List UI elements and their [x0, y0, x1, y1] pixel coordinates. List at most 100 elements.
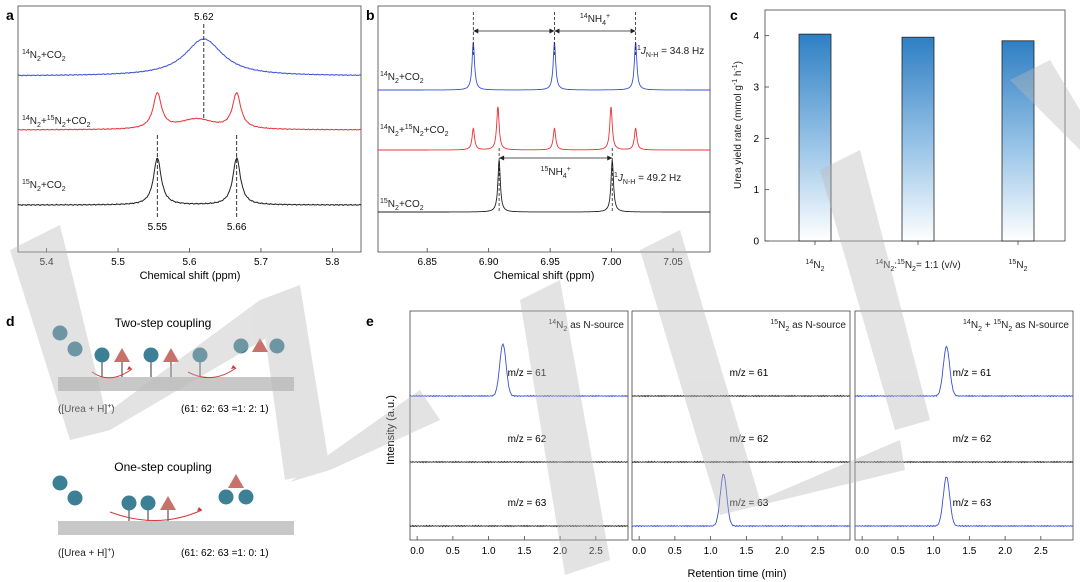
n-atom-circle [52, 325, 68, 341]
catalyst-surface-2 [58, 521, 294, 535]
j-arrow-15-head-r [607, 155, 613, 161]
j-arrow-14a-head-r [549, 28, 555, 34]
watermark-stroke-0 [10, 225, 110, 440]
ticklabel-e-1-1: 0.5 [668, 546, 682, 557]
ticklabel-e-2-0: 0.0 [855, 546, 869, 557]
one-step-title: One-step coupling [114, 460, 211, 474]
carbon-triangle [160, 496, 176, 510]
nmr-trace-a-1 [17, 91, 362, 131]
ticklabel-e-0-1: 0.5 [446, 546, 460, 557]
two-step-arrowhead-1 [127, 366, 132, 370]
series-label-a-0: 14N2+CO2 [22, 49, 66, 63]
panel-e-plot: 14N2 as N-source m/z = 61 m/z = 62 m/z = 63… [409, 310, 1074, 557]
ticklabel-e-2-2: 1.0 [927, 546, 941, 557]
nh4-15-label: 15NH4+ [541, 166, 571, 180]
ticklabel-a-3: 5.7 [254, 257, 268, 268]
nmr-trace-a-0 [17, 38, 362, 77]
ticklabel-b-0: 6.85 [417, 257, 437, 268]
n-atom-circle [52, 475, 68, 491]
ticklabel-b-2: 6.95 [540, 257, 560, 268]
panel-b-plot: 14N2+CO2 14N2+15N2+CO2 15N2+CO2 6.85 6.90 6.9… [378, 12, 710, 268]
mz-label-1-1: m/z = 62 [730, 434, 769, 445]
n-atom-circle [269, 338, 285, 354]
ms-trace-2-1 [854, 460, 1074, 464]
n-atom-circle [233, 338, 249, 354]
ticklabel-e-0-3: 1.5 [517, 546, 531, 557]
panel-b-xlabel: Chemical shift (ppm) [494, 270, 595, 282]
ticklabel-e-0-4: 2.0 [553, 546, 567, 557]
watermark-stroke-4 [520, 280, 610, 575]
peak-annotation-a-2: 5.66 [227, 222, 247, 233]
ms-trace-0-1 [409, 460, 628, 464]
panel-d: d Two-step coupling ([Urea + H]+) (61: 62:… [6, 313, 294, 559]
ticklabel-e-1-2: 1.0 [704, 546, 718, 557]
mz-label-2-0: m/z = 61 [953, 368, 992, 379]
watermark-stroke-5 [640, 230, 760, 515]
watermark-stroke-1 [70, 300, 280, 440]
catalyst-surface-1 [58, 377, 294, 391]
ticklabel-e-1-3: 1.5 [739, 546, 753, 557]
ticklabel-b-1: 6.90 [479, 257, 499, 268]
ion-label-two-step: ([Urea + H]+) [58, 403, 115, 415]
one-step-arrow [109, 509, 203, 521]
ticklabel-e-1-4: 2.0 [775, 546, 789, 557]
one-step-arrowhead [197, 507, 202, 511]
ticklabel-e-2-1: 0.5 [891, 546, 905, 557]
ms-trace-1-1 [631, 460, 851, 464]
two-step-title: Two-step coupling [115, 316, 212, 330]
panel-c-plot: 14N2 14N2:15N2= 1:1 (v/v) 15N2 0 1 2 3 4 Urea yi… [732, 31, 1035, 273]
n-atom-circle [140, 495, 156, 511]
panel-label-a: a [6, 7, 14, 23]
two-step-arrow-2 [187, 367, 237, 379]
bar-1 [901, 36, 935, 242]
n-atom-circle [121, 495, 137, 511]
mz-label-1-2: m/z = 63 [730, 498, 769, 509]
series-label-b-2: 15N2+CO2 [380, 198, 424, 212]
carbon-triangle [114, 348, 130, 362]
panel-e-title-2: 14N2 + 15N2 as N-source [963, 319, 1069, 333]
mz-label-0-2: m/z = 63 [508, 498, 547, 509]
panel-e: e 14N2 as N-source m/z = 61 m/z = 62 m/z = … [366, 310, 1074, 580]
panel-d-diagram: Two-step coupling ([Urea + H]+) (61: 62: 6… [52, 316, 294, 559]
ms-trace-1-2 [631, 473, 851, 528]
panel-e-ylabel: Intensity (a.u.) [385, 395, 397, 465]
nmr-trace-b-2 [378, 159, 710, 213]
ms-trace-2-0 [854, 345, 1074, 398]
ms-trace-0-2 [409, 524, 629, 528]
n-atom-circle [94, 347, 110, 363]
mz-label-2-1: m/z = 62 [953, 434, 992, 445]
yticklabel-c-2: 2 [753, 134, 759, 145]
two-step-arrowhead-2 [231, 365, 236, 369]
panel-e-frame-2 [854, 310, 1074, 541]
ticklabel-a-1: 5.5 [111, 257, 125, 268]
n-atom-circle [67, 490, 83, 506]
n-atom-circle [218, 489, 234, 505]
watermark-stroke-2 [260, 285, 330, 480]
panel-b-frame [377, 5, 711, 253]
n-atom-circle [67, 341, 83, 357]
ticklabel-e-2-5: 2.5 [1034, 546, 1048, 557]
panel-b: b 14N2+CO2 14N2+15N2+CO2 15N2+CO2 6.85 6.90 6… [366, 5, 711, 282]
two-step-ratio: (61: 62: 63 =1: 2: 1) [181, 404, 269, 415]
panel-e-frame-0 [409, 310, 629, 541]
ticklabel-b-3: 7.00 [602, 257, 622, 268]
yticklabel-c-4: 4 [753, 31, 759, 42]
watermark-stroke-8 [1010, 60, 1080, 150]
panel-a-plot: 14N2+CO2 14N2+15N2+CO2 15N2+CO2 5.4 5.5 5.6 5.… [17, 12, 362, 268]
peak-annotation-a-0: 5.62 [194, 12, 214, 23]
carbon-triangle [252, 338, 268, 352]
panel-a: a 14N2+CO2 14N2+15N2+CO2 15N2+CO2 5.4 5.5 5.6… [6, 5, 362, 282]
category-label-0: 14N2 [806, 259, 825, 273]
panel-label-b: b [366, 7, 375, 23]
n-atom-circle [192, 347, 208, 363]
watermark-stroke-6 [720, 440, 905, 515]
nmr-trace-a-2 [17, 156, 362, 207]
watermark [10, 60, 1080, 575]
carbon-triangle [228, 474, 244, 488]
n-atom-circle [143, 347, 159, 363]
panel-a-xlabel: Chemical shift (ppm) [140, 270, 241, 282]
j-arrow-15-head-l [499, 155, 505, 161]
mz-label-1-0: m/z = 61 [730, 368, 769, 379]
series-label-b-1: 14N2+15N2+CO2 [380, 124, 449, 138]
